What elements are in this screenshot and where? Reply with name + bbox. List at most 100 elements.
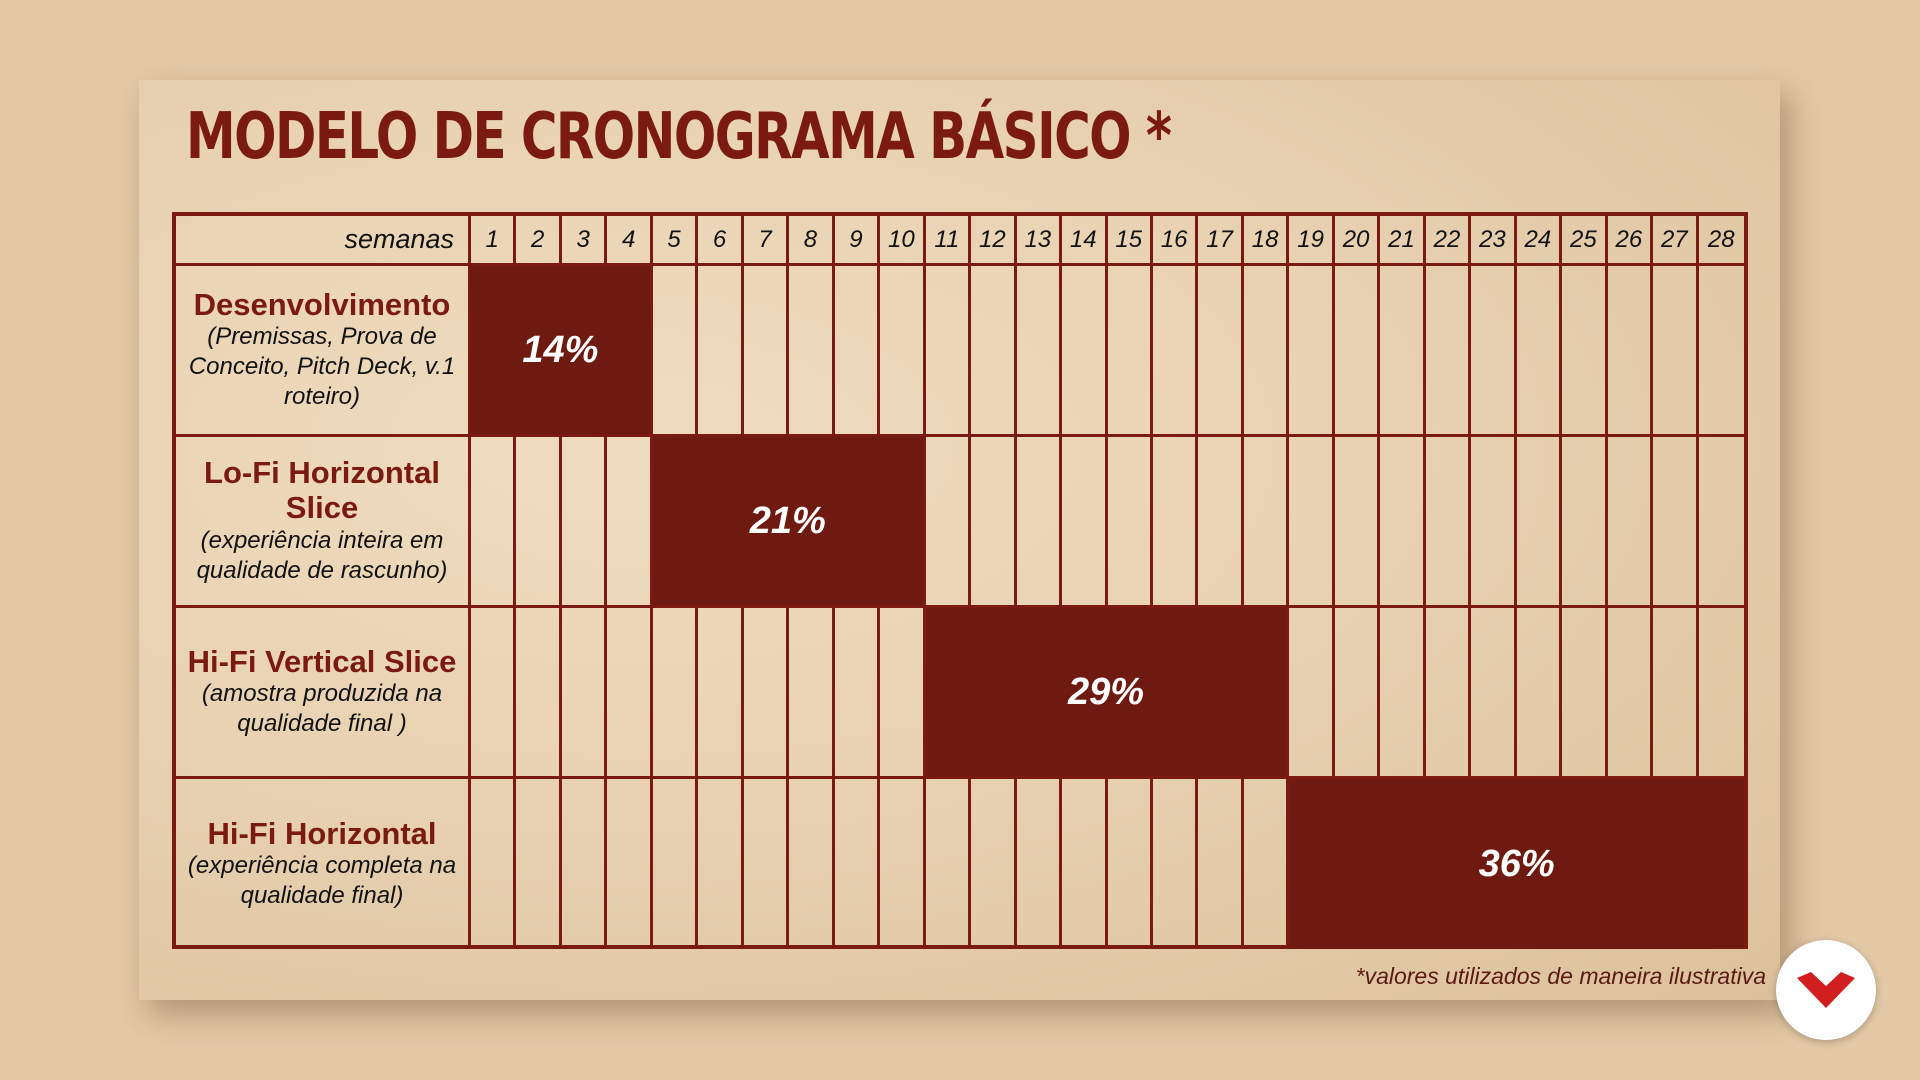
week-number: 5	[652, 216, 699, 266]
week-cell	[607, 779, 653, 949]
week-cell	[1334, 437, 1381, 608]
week-cell	[652, 608, 699, 779]
week-cell	[1017, 779, 1063, 949]
week-cell	[744, 779, 790, 949]
phase-description: (Premissas, Prova de Conceito, Pitch Dec…	[188, 323, 456, 411]
week-number: 21	[1380, 216, 1426, 266]
week-cell	[1425, 437, 1472, 608]
week-number: 19	[1289, 216, 1335, 266]
week-cell	[926, 779, 972, 949]
week-cell	[471, 608, 517, 779]
week-cell	[1471, 266, 1517, 437]
week-cell	[516, 779, 562, 949]
week-cell	[1425, 608, 1472, 779]
week-cell	[1152, 266, 1199, 437]
week-cell	[1562, 608, 1608, 779]
week-cell	[1698, 608, 1744, 779]
week-number: 25	[1562, 216, 1608, 266]
week-number: 28	[1698, 216, 1744, 266]
week-cell	[1607, 608, 1654, 779]
week-cell	[1107, 437, 1153, 608]
week-cell	[1243, 266, 1290, 437]
week-cell	[1062, 266, 1108, 437]
week-cell	[1016, 266, 1063, 437]
week-cell	[516, 437, 562, 608]
phase-name: Lo-Fi Horizontal Slice	[204, 455, 440, 525]
week-cell	[698, 608, 744, 779]
week-number: 4	[607, 216, 653, 266]
week-cell	[1334, 608, 1381, 779]
week-number: 18	[1243, 216, 1290, 266]
week-cell	[1562, 437, 1608, 608]
week-cell	[607, 437, 653, 608]
week-cell	[1198, 779, 1244, 949]
week-cell	[652, 266, 699, 437]
week-number: 12	[971, 216, 1017, 266]
week-number: 17	[1198, 216, 1244, 266]
week-cell	[1516, 437, 1563, 608]
week-cell	[1198, 266, 1244, 437]
week-cell	[471, 779, 517, 949]
red-chevron-logo-icon	[1797, 972, 1855, 1008]
week-cell	[971, 437, 1017, 608]
week-number: 22	[1425, 216, 1472, 266]
week-cell	[789, 779, 835, 949]
phase-label: Hi-Fi Vertical Slice (amostra produzida n…	[176, 608, 471, 779]
week-cell	[1244, 779, 1290, 949]
week-cell	[834, 266, 881, 437]
brand-logo[interactable]	[1776, 940, 1876, 1040]
week-number: 10	[880, 216, 926, 266]
week-cell	[1153, 779, 1199, 949]
phase-label: Desenvolvimento (Premissas, Prova de Conc…	[176, 266, 471, 437]
week-cell	[561, 437, 608, 608]
week-cell	[1516, 266, 1563, 437]
week-number: 14	[1062, 216, 1108, 266]
phase-label: Hi-Fi Horizontal (experiência completa na…	[176, 779, 471, 949]
week-cell	[698, 779, 744, 949]
week-cell	[880, 608, 926, 779]
week-cell	[1471, 437, 1517, 608]
week-cell	[925, 437, 972, 608]
week-cell	[1653, 437, 1699, 608]
phase-bar: 29%	[925, 608, 1290, 779]
week-cell	[789, 266, 835, 437]
week-cell	[1653, 266, 1699, 437]
week-cell	[1062, 779, 1108, 949]
week-number: 16	[1152, 216, 1199, 266]
week-cell	[789, 608, 835, 779]
week-cell	[607, 608, 653, 779]
schedule-grid: semanas 1 2 3 4 5 6 7 8 9 10 11 12 13 14 15 16 17 18 19 20 21…	[172, 212, 1748, 949]
week-number: 8	[789, 216, 835, 266]
week-cell	[880, 266, 926, 437]
weeks-header-label: semanas	[176, 216, 471, 266]
week-number: 13	[1016, 216, 1063, 266]
week-cell	[1380, 608, 1426, 779]
week-cell	[1698, 437, 1744, 608]
week-cell	[971, 266, 1017, 437]
week-number: 6	[698, 216, 744, 266]
week-cell	[1108, 779, 1153, 949]
week-number: 15	[1107, 216, 1153, 266]
week-cell	[562, 779, 608, 949]
week-cell	[1152, 437, 1199, 608]
week-cell	[1016, 437, 1063, 608]
week-number: 24	[1516, 216, 1563, 266]
phase-description: (amostra produzida na qualidade final )	[201, 680, 443, 738]
week-cell	[1107, 266, 1153, 437]
phase-bar: 21%	[652, 437, 926, 608]
phase-name: Hi-Fi Horizontal	[207, 815, 437, 851]
week-cell	[471, 437, 517, 608]
week-cell	[925, 266, 972, 437]
week-number: 11	[925, 216, 972, 266]
week-cell	[1562, 266, 1608, 437]
week-cell	[743, 266, 790, 437]
phase-bar: 14%	[471, 266, 653, 437]
week-number: 9	[834, 216, 881, 266]
phase-bar: 36%	[1289, 779, 1744, 949]
week-number: 27	[1653, 216, 1699, 266]
week-cell	[1334, 266, 1381, 437]
week-cell	[516, 608, 562, 779]
week-cell	[1653, 608, 1699, 779]
week-cell	[743, 608, 790, 779]
week-number: 26	[1607, 216, 1654, 266]
